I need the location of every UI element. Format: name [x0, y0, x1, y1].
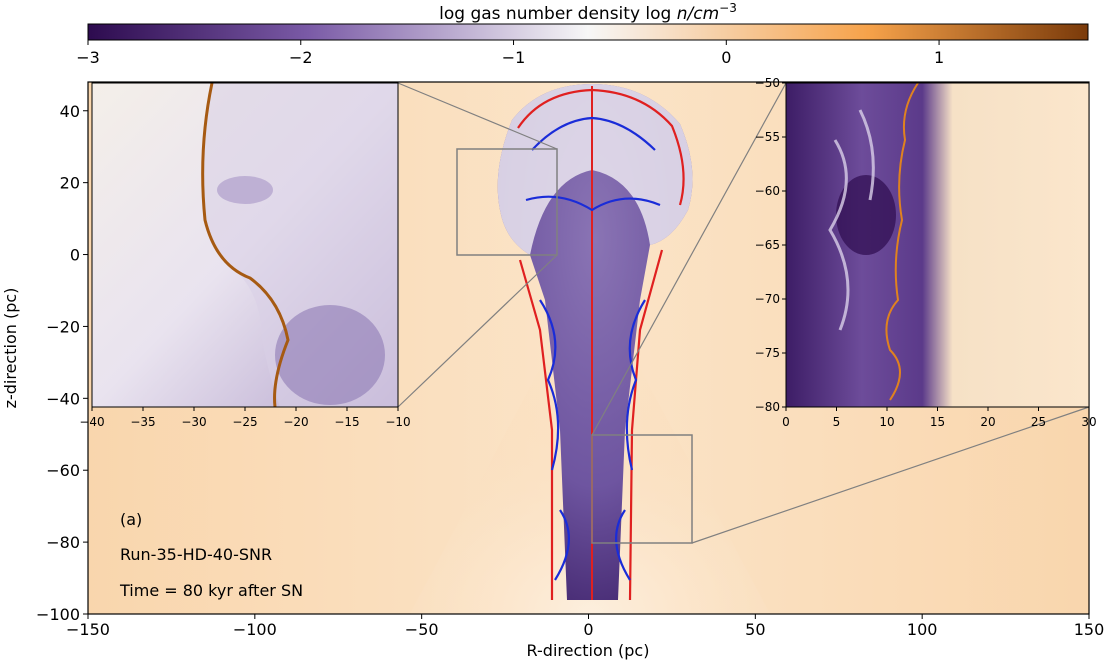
inset-right-shock-front	[885, 82, 919, 401]
inset-right-x-tick-label: 10	[879, 415, 894, 429]
inset-right-x-tick-label: 15	[930, 415, 945, 429]
inset-left-swirl	[217, 176, 273, 204]
y-tick-label: 20	[60, 174, 80, 193]
y-tick-label: −20	[46, 317, 80, 336]
x-tick-label: −100	[233, 620, 277, 639]
inset-right-x-tick-label: 0	[782, 415, 790, 429]
colorbar-label: log gas number density log n/cm−3	[439, 1, 737, 24]
inset-right-x-tick-label: 25	[1031, 415, 1046, 429]
inset-left: −40 −35 −30 −25 −20 −15 −10	[79, 82, 411, 429]
colorbar-tick-label: −3	[76, 48, 100, 67]
zoom-box-right	[591, 434, 693, 544]
y-tick-label: 0	[70, 246, 80, 265]
inset-right-y-tick-label: −65	[755, 238, 780, 252]
inset-left-dense-region	[275, 305, 385, 405]
colorbar-tick-label: −1	[502, 48, 526, 67]
colorbar-ticks: −3 −2 −1 0 1	[76, 40, 944, 67]
inset-right-x-tick-label: 20	[980, 415, 995, 429]
inset-right-x-tick-label: 30	[1081, 415, 1096, 429]
leader-line	[397, 82, 558, 150]
inset-right-dense-region	[836, 175, 896, 255]
inset-right-x-tick-label: 5	[833, 415, 841, 429]
colorbar-gradient	[87, 23, 1089, 41]
colorbar: log gas number density log n/cm−3 −3 −2 −1…	[76, 1, 1089, 67]
inset-left-x-tick-label: −30	[181, 415, 206, 429]
inset-right-y-tick-label: −70	[755, 292, 780, 306]
run-name: Run-35-HD-40-SNR	[120, 545, 272, 564]
x-tick-label: 150	[1074, 620, 1105, 639]
inset-right-y-tick-label: −50	[755, 76, 780, 90]
main-axis-ticks: −150 −100 −50 0 50 100 150−100−80−60−40−200204…	[36, 102, 1104, 639]
y-tick-label: −60	[46, 461, 80, 480]
x-tick-label: 0	[583, 620, 593, 639]
inset-right-image	[786, 83, 1089, 407]
y-tick-label: 40	[60, 102, 80, 121]
leader-line	[591, 82, 787, 436]
y-tick-label: −100	[36, 605, 80, 624]
x-tick-label: −50	[405, 620, 439, 639]
inset-right: 0 5 10 15 20 25 30 −50 −55 −60 −65 −70 −75 −80	[755, 76, 1097, 429]
x-tick-label: −150	[66, 620, 110, 639]
y-axis-label: z-direction (pc)	[1, 288, 20, 409]
leader-line	[397, 254, 558, 408]
panel-label: (a)	[120, 510, 142, 529]
inset-left-x-tick-label: −35	[130, 415, 155, 429]
zoom-box-left	[456, 148, 558, 256]
inset-right-ticks: 0 5 10 15 20 25 30 −50 −55 −60 −65 −70 −75 −80	[755, 76, 1097, 429]
inset-right-y-tick-label: −60	[755, 184, 780, 198]
inset-left-x-tick-label: −15	[334, 415, 359, 429]
x-axis-label: R-direction (pc)	[527, 641, 650, 660]
inset-left-x-tick-label: −25	[232, 415, 257, 429]
inset-right-y-tick-label: −80	[755, 400, 780, 414]
inset-right-y-tick-label: −75	[755, 346, 780, 360]
inset-left-ticks: −40 −35 −30 −25 −20 −15 −10	[79, 407, 411, 429]
inset-right-y-tick-label: −55	[755, 130, 780, 144]
inset-left-shock-front	[201, 82, 290, 408]
y-tick-label: −40	[46, 389, 80, 408]
inset-left-x-tick-label: −20	[283, 415, 308, 429]
plume-cap	[497, 84, 693, 255]
x-tick-label: 50	[745, 620, 765, 639]
inset-right-filament	[828, 109, 875, 331]
blue-contour	[525, 116, 661, 581]
time-label: Time = 80 kyr after SN	[119, 581, 303, 600]
inset-left-x-tick-label: −10	[385, 415, 410, 429]
inset-left-x-tick-label: −40	[79, 415, 104, 429]
colorbar-tick-label: 1	[934, 48, 944, 67]
y-tick-label: −80	[46, 533, 80, 552]
leader-line	[691, 406, 1090, 544]
x-tick-label: 100	[907, 620, 938, 639]
colorbar-tick-label: 0	[721, 48, 731, 67]
colorbar-tick-label: −2	[289, 48, 313, 67]
